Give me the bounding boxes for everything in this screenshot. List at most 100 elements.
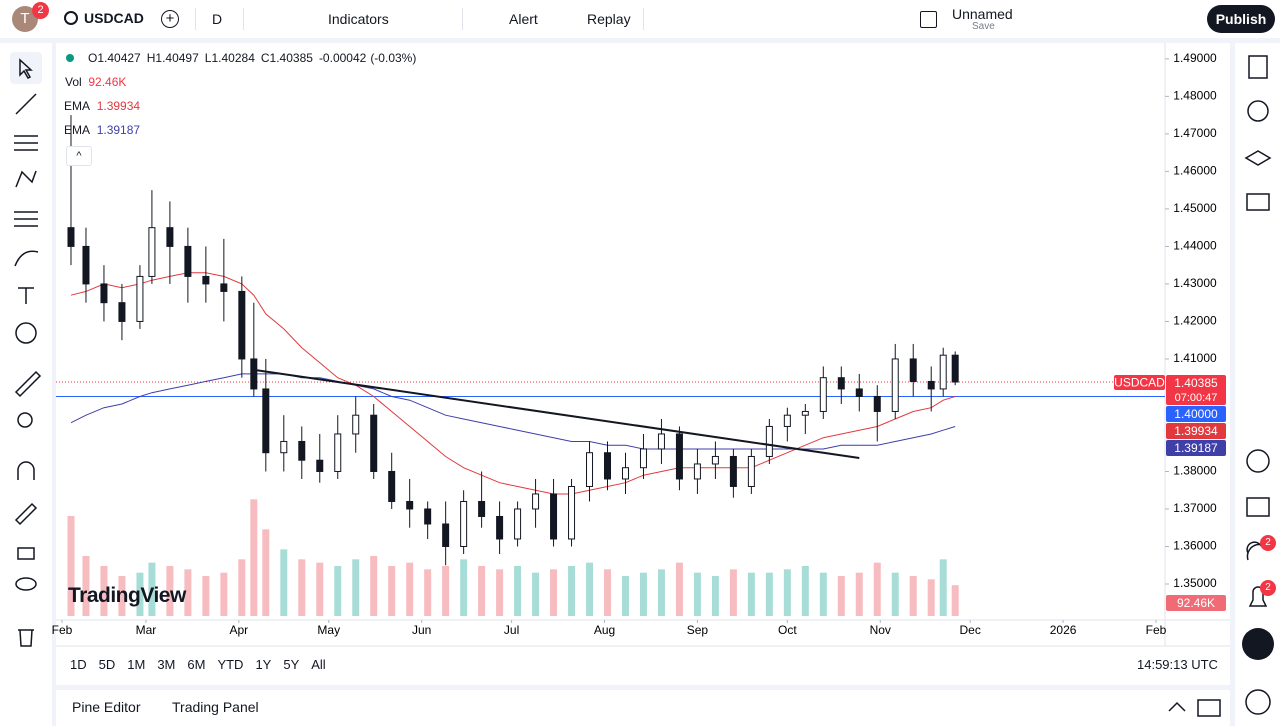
range-button[interactable]: 1Y [255, 657, 272, 672]
volume-bar [460, 559, 468, 616]
pattern-tool[interactable] [15, 170, 37, 188]
ohlc-legend: O1.40427 H1.40497 L1.40284 C1.40385 -0.00042… [66, 51, 416, 65]
ruler-tool[interactable] [14, 370, 42, 398]
volume-bar [711, 576, 719, 616]
x-tick-label: Jul [504, 623, 519, 637]
x-tick-label: Sep [687, 623, 709, 637]
interval-button[interactable]: D [212, 11, 223, 27]
candle-body [586, 452, 594, 487]
maximize-icon[interactable] [1197, 699, 1221, 717]
remove-tool[interactable] [18, 629, 34, 647]
volume-bar [657, 569, 665, 616]
magnet-tool[interactable] [17, 461, 35, 480]
lock-tool[interactable] [17, 547, 35, 560]
tab[interactable]: Pine Editor [72, 699, 141, 715]
x-tick-label: Feb [1146, 623, 1167, 637]
range-button[interactable]: 5D [98, 657, 116, 672]
candle-body [250, 358, 258, 390]
alert-button[interactable]: Alert [509, 11, 538, 27]
range-button[interactable]: YTD [217, 657, 244, 672]
fib-tool[interactable] [14, 135, 38, 151]
calendar-icon[interactable] [1246, 497, 1270, 517]
divider [1230, 43, 1235, 726]
separator [643, 8, 644, 30]
emoji-tool[interactable] [15, 322, 37, 344]
stay-drawing-tool[interactable] [14, 502, 38, 526]
volume-bar [298, 559, 306, 616]
collapse-legend[interactable]: ^ [66, 146, 92, 166]
hide-tool[interactable] [15, 577, 37, 591]
symbol-search[interactable]: USDCAD [84, 10, 144, 26]
y-tick-label: 1.42000 [1173, 314, 1217, 328]
volume-bar [891, 572, 899, 616]
plot-area [56, 115, 1165, 616]
badge: 2 [32, 2, 49, 19]
target-icon[interactable] [1246, 449, 1270, 473]
layers-icon[interactable] [1244, 150, 1272, 166]
save-label[interactable]: Save [972, 21, 995, 32]
candle-body [514, 508, 522, 540]
layout-name[interactable]: Unnamed [952, 6, 1013, 22]
volume-bar [496, 569, 504, 616]
volume-bar [424, 569, 432, 616]
candle-body [118, 302, 126, 322]
y-tick-label: 1.46000 [1173, 164, 1217, 178]
range-button[interactable]: All [311, 657, 326, 672]
volume-bar [100, 566, 108, 616]
candle-body [909, 358, 917, 382]
candle-body [352, 414, 360, 435]
volume-bar [202, 576, 210, 616]
watchlist-icon[interactable] [1248, 55, 1268, 79]
compare-button[interactable]: + [161, 10, 179, 28]
divider [52, 43, 56, 726]
candle-body [496, 515, 504, 540]
publish-button[interactable]: Publish [1207, 5, 1275, 33]
legend-label: Vol [65, 75, 82, 89]
forecast-tool[interactable] [14, 211, 38, 227]
candle-body [765, 425, 773, 457]
cursor-tool[interactable] [10, 52, 42, 84]
divider [0, 38, 1280, 43]
layout-icon[interactable] [920, 11, 937, 28]
range-button[interactable]: 3M [157, 657, 176, 672]
zoom-tool[interactable] [17, 412, 33, 428]
badge: 2 [1260, 580, 1276, 596]
trend-line-tool[interactable] [15, 93, 37, 115]
candle-body [855, 388, 863, 397]
candle-body [298, 440, 306, 461]
volume-bar [184, 569, 192, 616]
volume-tag-label: 92.46K [1177, 596, 1215, 610]
separator [243, 8, 244, 30]
range-button[interactable]: 6M [187, 657, 206, 672]
range-button[interactable]: 5Y [283, 657, 300, 672]
candle-body [621, 467, 629, 480]
replay-button[interactable]: Replay [587, 11, 631, 27]
x-tick-label: Apr [229, 623, 248, 637]
badge: 2 [1260, 535, 1276, 551]
help-icon[interactable] [1245, 689, 1271, 715]
text-tool[interactable] [18, 287, 34, 304]
candle-body [478, 500, 486, 517]
volume-bar [604, 569, 612, 616]
legend-key: O [88, 51, 98, 65]
alerts-icon[interactable] [1247, 100, 1269, 122]
volume-bar [148, 562, 156, 616]
volume-bar [334, 566, 342, 616]
volume-bar [262, 529, 270, 616]
chat-icon[interactable] [1246, 193, 1270, 211]
range-button[interactable]: 1D [70, 657, 87, 672]
candle-body [136, 275, 144, 322]
collapse-icon[interactable] [1168, 701, 1186, 712]
candle-body [819, 377, 827, 412]
countdown-label: 07:00:47 [1175, 392, 1218, 404]
legend-change: -0.00042 [318, 51, 367, 65]
range-button[interactable]: 1M [127, 657, 146, 672]
volume-bar [250, 499, 258, 616]
indicators-button[interactable]: Indicators [328, 11, 389, 27]
volume-bar [136, 572, 144, 616]
brush-tool[interactable] [14, 250, 39, 267]
apps-button[interactable] [1242, 628, 1274, 660]
tab[interactable]: Trading Panel [172, 699, 259, 715]
